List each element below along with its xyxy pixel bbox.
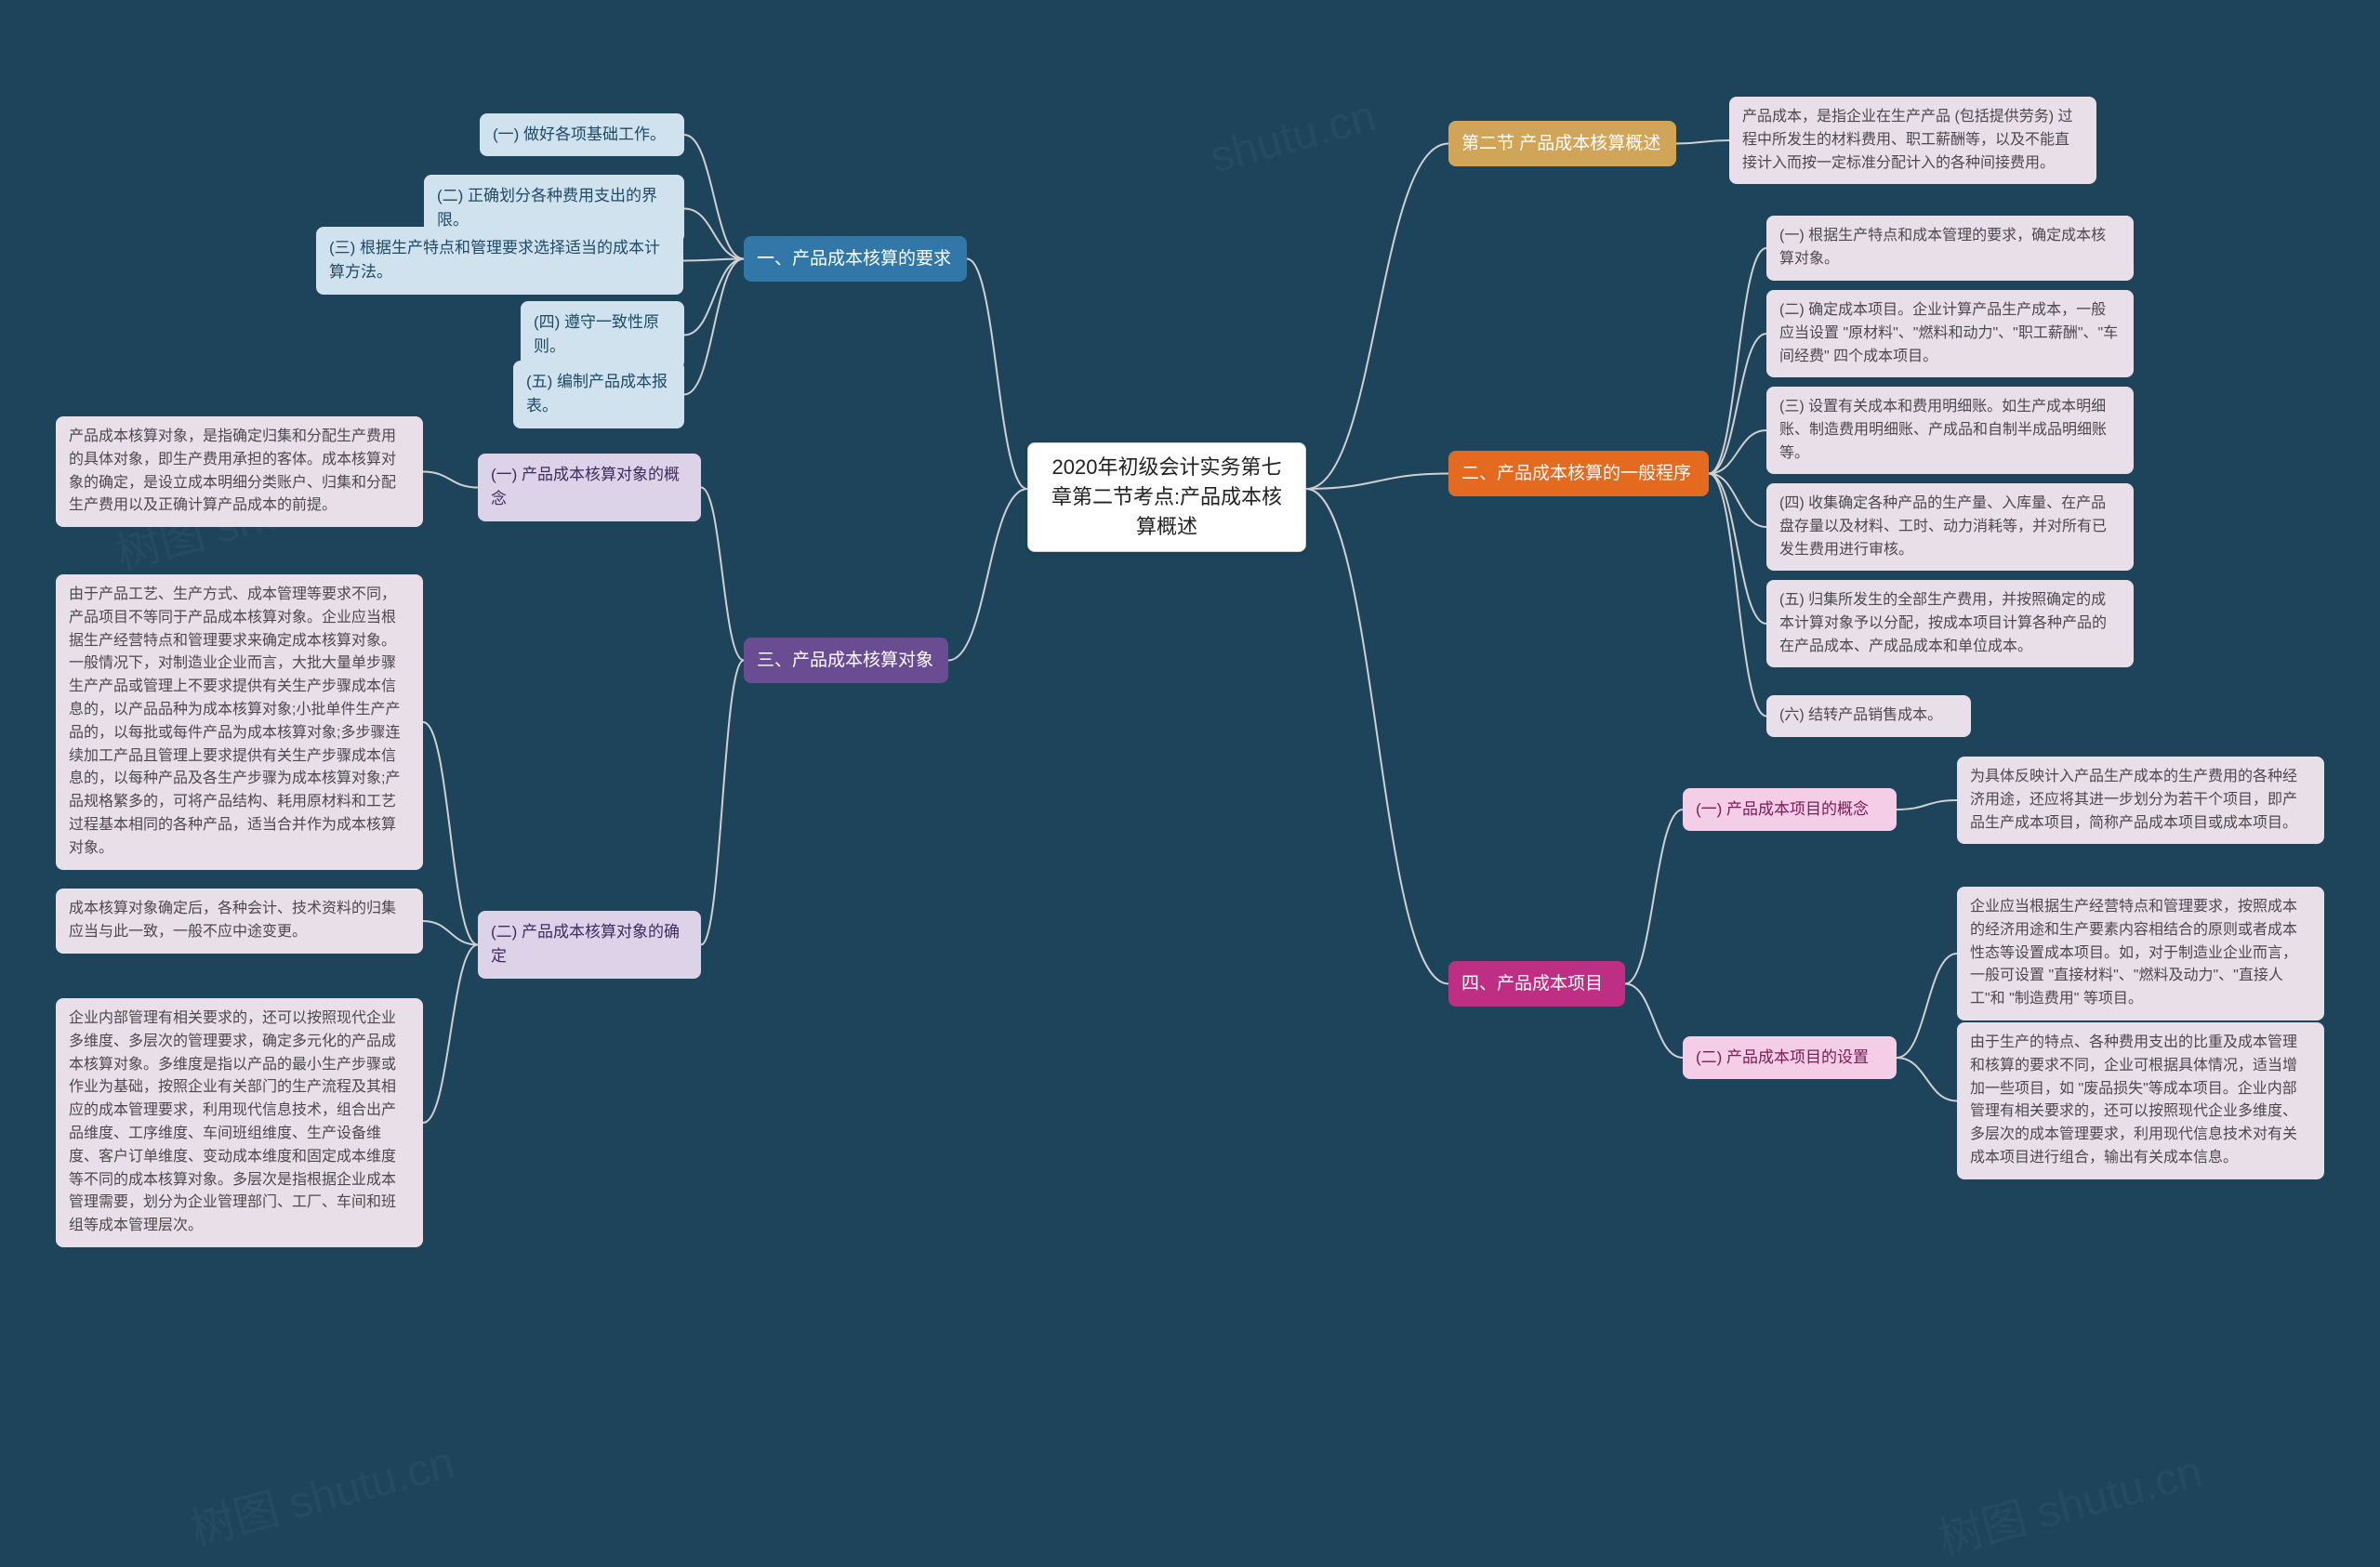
branch-node: 三、产品成本核算对象 bbox=[744, 638, 948, 683]
branch-node: 一、产品成本核算的要求 bbox=[744, 236, 967, 282]
watermark: shutu.cn bbox=[1205, 90, 1382, 183]
leaf-node: (五) 归集所发生的全部生产费用，并按照确定的成本计算对象予以分配，按成本项目计… bbox=[1766, 580, 2134, 667]
watermark: 树图 shutu.cn bbox=[182, 1426, 460, 1559]
leaf-node: (一) 根据生产特点和成本管理的要求，确定成本核算对象。 bbox=[1766, 216, 2134, 281]
branch-node: 二、产品成本核算的一般程序 bbox=[1448, 451, 1709, 496]
sub-node: (二) 产品成本核算对象的确定 bbox=[478, 911, 701, 979]
branch-node: 第二节 产品成本核算概述 bbox=[1448, 121, 1676, 166]
leaf-node: (二) 确定成本项目。企业计算产品生产成本，一般应当设置 "原材料"、"燃料和动… bbox=[1766, 290, 2134, 377]
leaf-node: (四) 收集确定各种产品的生产量、入库量、在产品盘存量以及材料、工时、动力消耗等… bbox=[1766, 483, 2134, 571]
sub-node: (三) 根据生产特点和管理要求选择适当的成本计算方法。 bbox=[316, 227, 683, 295]
sub-node: (一) 产品成本项目的概念 bbox=[1683, 788, 1897, 831]
leaf-node: 产品成本，是指企业在生产产品 (包括提供劳务) 过程中所发生的材料费用、职工薪酬… bbox=[1729, 97, 2096, 184]
sub-node: (一) 产品成本核算对象的概念 bbox=[478, 454, 701, 521]
leaf-node: 为具体反映计入产品生产成本的生产费用的各种经济用途，还应将其进一步划分为若干个项… bbox=[1957, 757, 2324, 844]
leaf-node: 产品成本核算对象，是指确定归集和分配生产费用的具体对象，即生产费用承担的客体。成… bbox=[56, 416, 423, 527]
watermark: 树图 shutu.cn bbox=[1930, 1435, 2208, 1567]
leaf-node: 由于产品工艺、生产方式、成本管理等要求不同，产品项目不等同于产品成本核算对象。企… bbox=[56, 574, 423, 870]
branch-node: 四、产品成本项目 bbox=[1448, 961, 1625, 1007]
leaf-node: 成本核算对象确定后，各种会计、技术资料的归集应当与此一致，一般不应中途变更。 bbox=[56, 889, 423, 954]
leaf-node: 由于生产的特点、各种费用支出的比重及成本管理和核算的要求不同，企业可根据具体情况… bbox=[1957, 1022, 2324, 1179]
center-node: 2020年初级会计实务第七 章第二节考点:产品成本核 算概述 bbox=[1027, 442, 1306, 552]
sub-node: (四) 遵守一致性原则。 bbox=[521, 301, 684, 369]
leaf-node: (三) 设置有关成本和费用明细账。如生产成本明细账、制造费用明细账、产成品和自制… bbox=[1766, 387, 2134, 474]
leaf-node: 企业应当根据生产经营特点和管理要求，按照成本的经济用途和生产要素内容相结合的原则… bbox=[1957, 887, 2324, 1021]
sub-node: (五) 编制产品成本报表。 bbox=[513, 361, 684, 428]
leaf-node: (六) 结转产品销售成本。 bbox=[1766, 695, 1971, 737]
leaf-node: 企业内部管理有相关要求的，还可以按照现代企业多维度、多层次的管理要求，确定多元化… bbox=[56, 998, 423, 1247]
sub-node: (二) 产品成本项目的设置 bbox=[1683, 1036, 1897, 1079]
sub-node: (一) 做好各项基础工作。 bbox=[480, 113, 684, 156]
